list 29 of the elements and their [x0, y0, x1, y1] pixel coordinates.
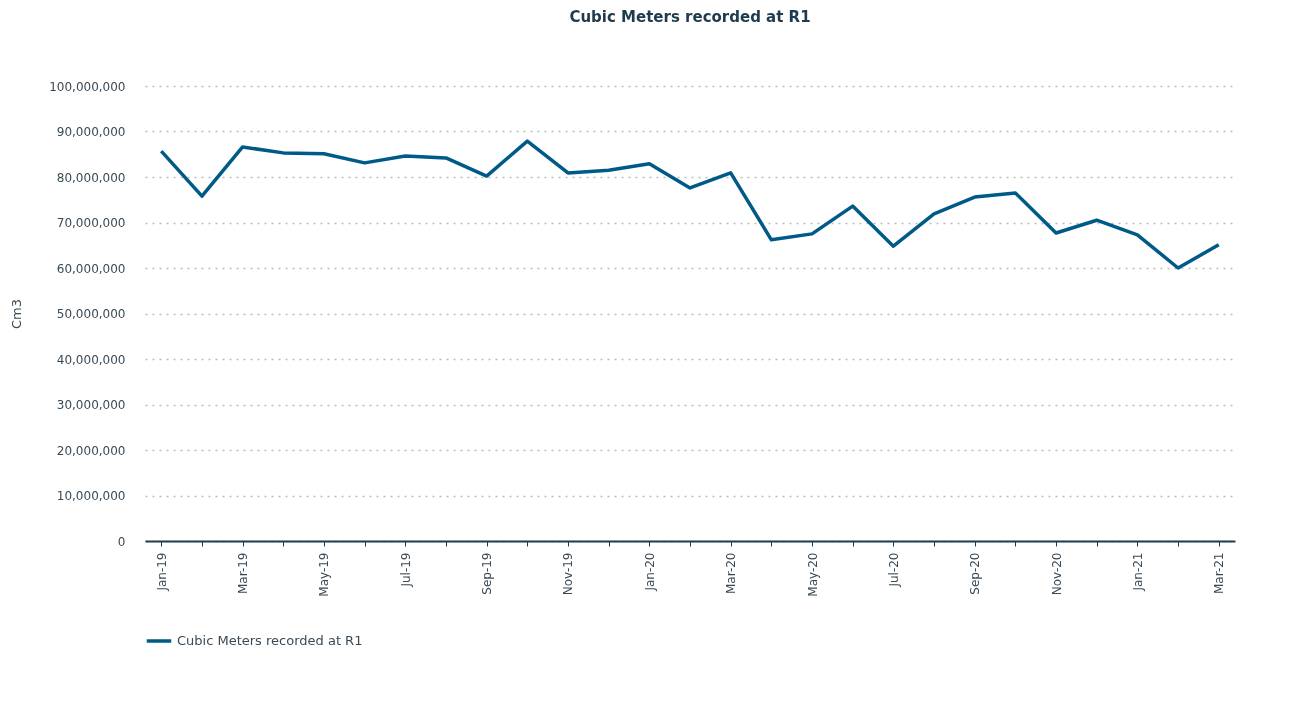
y-tick-label: 100,000,000: [49, 79, 126, 94]
x-tick-label: Sep-19: [480, 552, 495, 595]
y-tick-label: 60,000,000: [56, 261, 126, 276]
x-tick-label: Nov-19: [561, 552, 576, 596]
y-tick-label: 0: [117, 534, 126, 549]
y-axis-title: Cm3: [9, 298, 25, 330]
x-tick-label: Jan-21: [1130, 552, 1145, 592]
x-tick-label: Jan-19: [154, 552, 169, 592]
x-tick-label: Nov-20: [1049, 552, 1064, 596]
y-tick-label: 40,000,000: [56, 352, 126, 367]
x-tick-label: Mar-21: [1212, 552, 1227, 594]
x-tick-label: Jul-19: [398, 552, 413, 588]
y-tick-label: 80,000,000: [56, 170, 126, 185]
y-tick-label: 50,000,000: [56, 307, 126, 321]
x-tick-label: Sep-20: [968, 552, 983, 595]
x-tick-label: Mar-20: [724, 552, 739, 594]
x-tick-label: Jul-20: [886, 552, 901, 588]
x-tick-label: Jan-20: [642, 552, 657, 592]
line-series: [159, 139, 1221, 270]
x-tick-label: May-19: [317, 552, 332, 597]
y-tick-label: 20,000,000: [56, 443, 126, 458]
chart-title: Cubic Meters recorded at R1: [569, 8, 811, 26]
y-tick-label: 30,000,000: [56, 398, 126, 412]
y-tick-label: 10,000,000: [56, 489, 126, 503]
y-tick-label: 90,000,000: [56, 125, 126, 139]
x-tick-label: Mar-19: [236, 552, 251, 594]
y-tick-label: 70,000,000: [56, 216, 126, 230]
x-tick-label: May-20: [805, 552, 820, 597]
legend-label: Cubic Meters recorded at R1: [177, 633, 363, 648]
